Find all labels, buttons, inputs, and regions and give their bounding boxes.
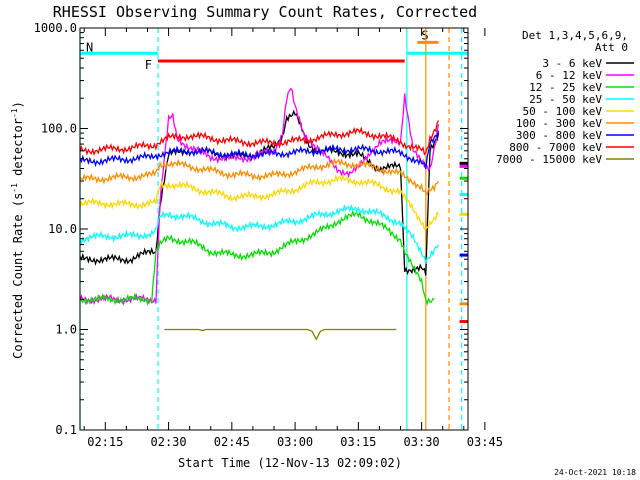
timestamp: 24-Oct-2021 10:18 xyxy=(554,468,636,477)
legend-label: 3 - 6 keV xyxy=(542,57,602,70)
series-line xyxy=(79,157,440,197)
y-axis-label-sup1: -1 xyxy=(10,183,19,193)
y-tick-label: 100.0 xyxy=(41,122,77,136)
annotation-label: N xyxy=(86,40,93,54)
annotation-layer: N F S xyxy=(79,28,468,430)
legend-label: 100 - 300 keV xyxy=(516,117,602,130)
series-line xyxy=(79,120,440,157)
legend-label: 6 - 12 keV xyxy=(536,69,603,82)
series-line xyxy=(79,87,440,306)
series-line xyxy=(79,209,435,306)
x-tick-label: 02:45 xyxy=(214,435,250,449)
y-axis: 1000.0 100.0 10.0 1.0 0.1 xyxy=(34,21,468,437)
legend-label: 300 - 800 keV xyxy=(516,129,602,142)
annotation-label: F xyxy=(145,58,152,72)
plot-frame xyxy=(79,27,469,431)
series-line xyxy=(79,173,440,231)
x-tick-label: 02:30 xyxy=(151,435,187,449)
series-line xyxy=(79,203,440,264)
x-tick-label: 02:15 xyxy=(87,435,123,449)
x-axis: 02:15 02:30 02:45 03:00 03:15 03:30 03:45 xyxy=(83,28,503,449)
y-tick-label: 10.0 xyxy=(48,222,77,236)
y-tick-label: 1000.0 xyxy=(34,21,77,35)
x-tick-label: 03:15 xyxy=(340,435,376,449)
x-tick-label: 03:45 xyxy=(467,435,503,449)
x-tick-label: 03:00 xyxy=(277,435,313,449)
legend-label: 50 - 100 keV xyxy=(523,105,603,118)
y-tick-label: 0.1 xyxy=(55,423,77,437)
legend-label: 12 - 25 keV xyxy=(529,81,602,94)
y-axis-label-sup2: -1 xyxy=(10,108,19,118)
legend-header-detectors: Det 1,3,4,5,6,9, xyxy=(522,29,628,42)
y-axis-label: Corrected Count Rate (s-1 detector-1) xyxy=(10,101,25,359)
y-axis-label-end: ) xyxy=(11,101,25,108)
chart-title: RHESSI Observing Summary Count Rates, Co… xyxy=(53,3,477,21)
legend-label: 25 - 50 keV xyxy=(529,93,602,106)
series-line xyxy=(164,328,397,341)
series-layer xyxy=(79,87,468,341)
legend-label: 800 - 7000 keV xyxy=(509,141,602,154)
annotation-label: S xyxy=(421,28,428,42)
y-axis-label-main: Corrected Count Rate (s xyxy=(11,193,25,359)
series-line xyxy=(79,130,440,170)
x-tick-label: 03:30 xyxy=(404,435,440,449)
x-axis-label: Start Time (12-Nov-13 02:09:02) xyxy=(178,456,402,470)
y-tick-label: 1.0 xyxy=(55,323,77,337)
legend-header-attenuator: Att 0 xyxy=(595,41,628,54)
y-axis-label-mid: detector xyxy=(11,118,25,183)
legend-label: 7000 - 15000 keV xyxy=(496,153,602,166)
